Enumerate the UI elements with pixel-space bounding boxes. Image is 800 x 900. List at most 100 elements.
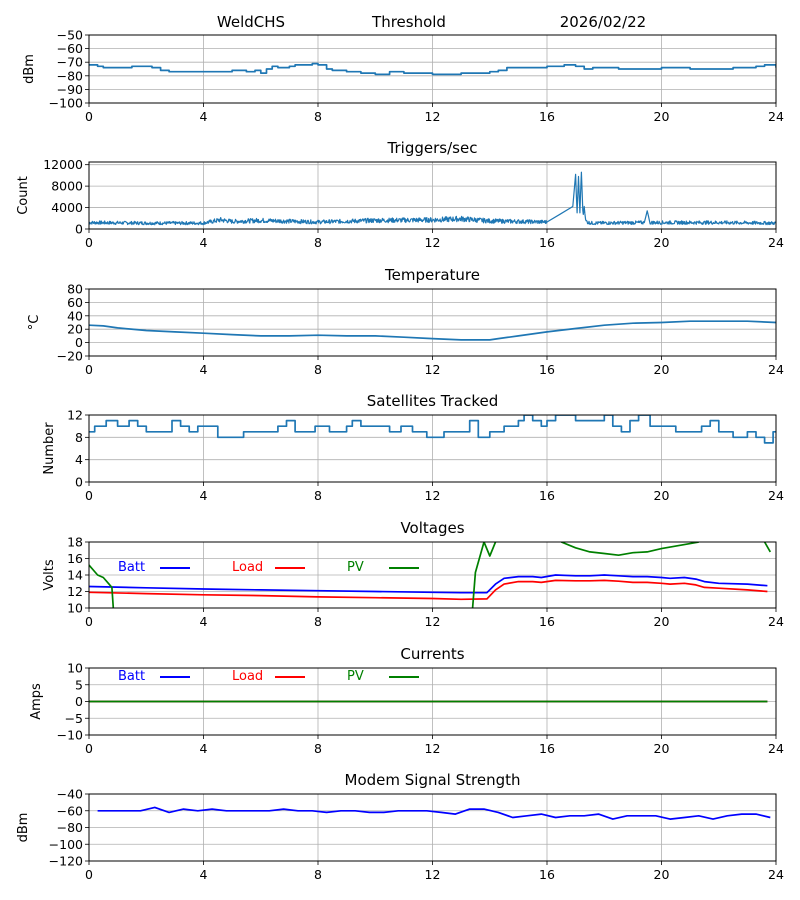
legend-label: PV — [347, 669, 364, 684]
xtick-label: 8 — [314, 109, 322, 124]
xtick-label: 24 — [768, 488, 784, 503]
ytick-label: −70 — [57, 55, 83, 70]
xtick-label: 16 — [539, 614, 555, 629]
xtick-label: 0 — [85, 109, 93, 124]
xtick-label: 12 — [425, 741, 441, 756]
panel-title-currents: Currents — [400, 645, 464, 663]
panel-title-temperature: Temperature — [384, 266, 480, 284]
ytick-label: −60 — [57, 803, 83, 818]
xtick-label: 20 — [654, 109, 670, 124]
ytick-label: 4 — [75, 452, 83, 467]
ytick-label: −100 — [49, 837, 83, 852]
ytick-label: 20 — [67, 322, 83, 337]
xtick-label: 16 — [539, 867, 555, 882]
xtick-label: 12 — [425, 488, 441, 503]
header-title: WeldCHS Threshold 2026/02/22 — [217, 13, 646, 31]
ytick-label: 16 — [67, 551, 83, 566]
ylabel-modem: dBm — [16, 813, 31, 843]
ytick-label: 4000 — [51, 200, 83, 215]
ytick-label: −90 — [57, 82, 83, 97]
legend-item-pv: PV — [347, 669, 419, 684]
series-noise-noise — [89, 62, 776, 76]
xtick-label: 16 — [539, 109, 555, 124]
xtick-label: 20 — [654, 488, 670, 503]
ytick-label: −80 — [57, 820, 83, 835]
ytick-label: 0 — [75, 475, 83, 490]
panel-noise: 0 4 8 12 16 20 24 −100−90−80−70−60−50 dBm — [22, 28, 784, 125]
xtick-label: 24 — [768, 867, 784, 882]
header-station: WeldCHS — [217, 13, 285, 31]
xtick-label: 16 — [539, 235, 555, 250]
xtick-label: 12 — [425, 614, 441, 629]
panel-title-voltages: Voltages — [400, 519, 464, 537]
ytick-label: 12 — [67, 408, 83, 423]
xtick-label: 16 — [539, 488, 555, 503]
xtick-label: 4 — [200, 488, 208, 503]
ytick-label: −120 — [49, 854, 83, 869]
xtick-label: 0 — [85, 741, 93, 756]
ylabel-noise: dBm — [22, 54, 37, 84]
ytick-label: 12000 — [43, 157, 83, 172]
panel-satellites: 0 4 8 12 16 20 24 0 4 8 12 Satellites Tracked Number — [42, 392, 784, 503]
ytick-label: −5 — [65, 711, 83, 726]
xtick-label: 4 — [200, 614, 208, 629]
panel-title-modem: Modem Signal Strength — [345, 771, 521, 789]
panel-title-satellites: Satellites Tracked — [367, 392, 498, 410]
ytick-label: −10 — [57, 728, 83, 743]
xtick-label: 8 — [314, 235, 322, 250]
header-date: 2026/02/22 — [560, 13, 646, 31]
ytick-label: −50 — [57, 28, 83, 43]
xtick-label: 12 — [425, 867, 441, 882]
xtick-label: 0 — [85, 235, 93, 250]
panel-modem: 0 4 8 12 16 20 24 −120 −100 −80 −60−40 Modem Signal… — [16, 771, 784, 882]
ytick-label: 8000 — [51, 179, 83, 194]
ylabel-satellites: Number — [42, 422, 57, 475]
ytick-label: 18 — [67, 535, 83, 550]
xtick-label: 8 — [314, 741, 322, 756]
series-temperature-temperature — [89, 320, 776, 341]
legend-item-pv: PV — [347, 560, 419, 575]
series-satellites-satellites — [89, 415, 776, 444]
ytick-label: −100 — [49, 96, 83, 111]
xtick-label: 20 — [654, 867, 670, 882]
ytick-label: 0 — [75, 335, 83, 350]
xtick-label: 8 — [314, 362, 322, 377]
header-mode: Threshold — [371, 13, 446, 31]
series-triggers-triggers — [89, 171, 776, 226]
legend-item-batt: Batt — [118, 669, 190, 684]
xtick-label: 24 — [768, 362, 784, 377]
xtick-label: 8 — [314, 614, 322, 629]
xtick-label: 4 — [200, 109, 208, 124]
legend-label: PV — [347, 560, 364, 575]
series-voltages-pv — [89, 542, 772, 608]
ytick-label: −40 — [57, 787, 83, 802]
xtick-label: 4 — [200, 362, 208, 377]
xtick-label: 0 — [85, 488, 93, 503]
legend-item-batt: Batt — [118, 560, 190, 575]
series-voltages-batt — [89, 574, 768, 594]
ytick-label: 12 — [67, 584, 83, 599]
legend-label: Batt — [118, 560, 145, 575]
xtick-label: 20 — [654, 235, 670, 250]
ytick-label: 5 — [75, 677, 83, 692]
ytick-label: 80 — [67, 282, 83, 297]
xtick-label: 24 — [768, 235, 784, 250]
ytick-label: 40 — [67, 308, 83, 323]
xtick-label: 12 — [425, 109, 441, 124]
series-voltages-load — [89, 579, 768, 601]
ylabel-triggers: Count — [16, 176, 31, 215]
panel-triggers: 0 4 8 12 16 20 24 0 4000 8000 12000 Triggers/sec Cou… — [16, 139, 784, 250]
legend-label: Load — [232, 669, 263, 684]
ytick-label: 10 — [67, 661, 83, 676]
xtick-label: 8 — [314, 488, 322, 503]
xtick-label: 0 — [85, 362, 93, 377]
ytick-label: 14 — [67, 568, 83, 583]
ytick-label: 10 — [67, 601, 83, 616]
ytick-label: −60 — [57, 41, 83, 56]
xtick-label: 8 — [314, 867, 322, 882]
xtick-label: 4 — [200, 235, 208, 250]
